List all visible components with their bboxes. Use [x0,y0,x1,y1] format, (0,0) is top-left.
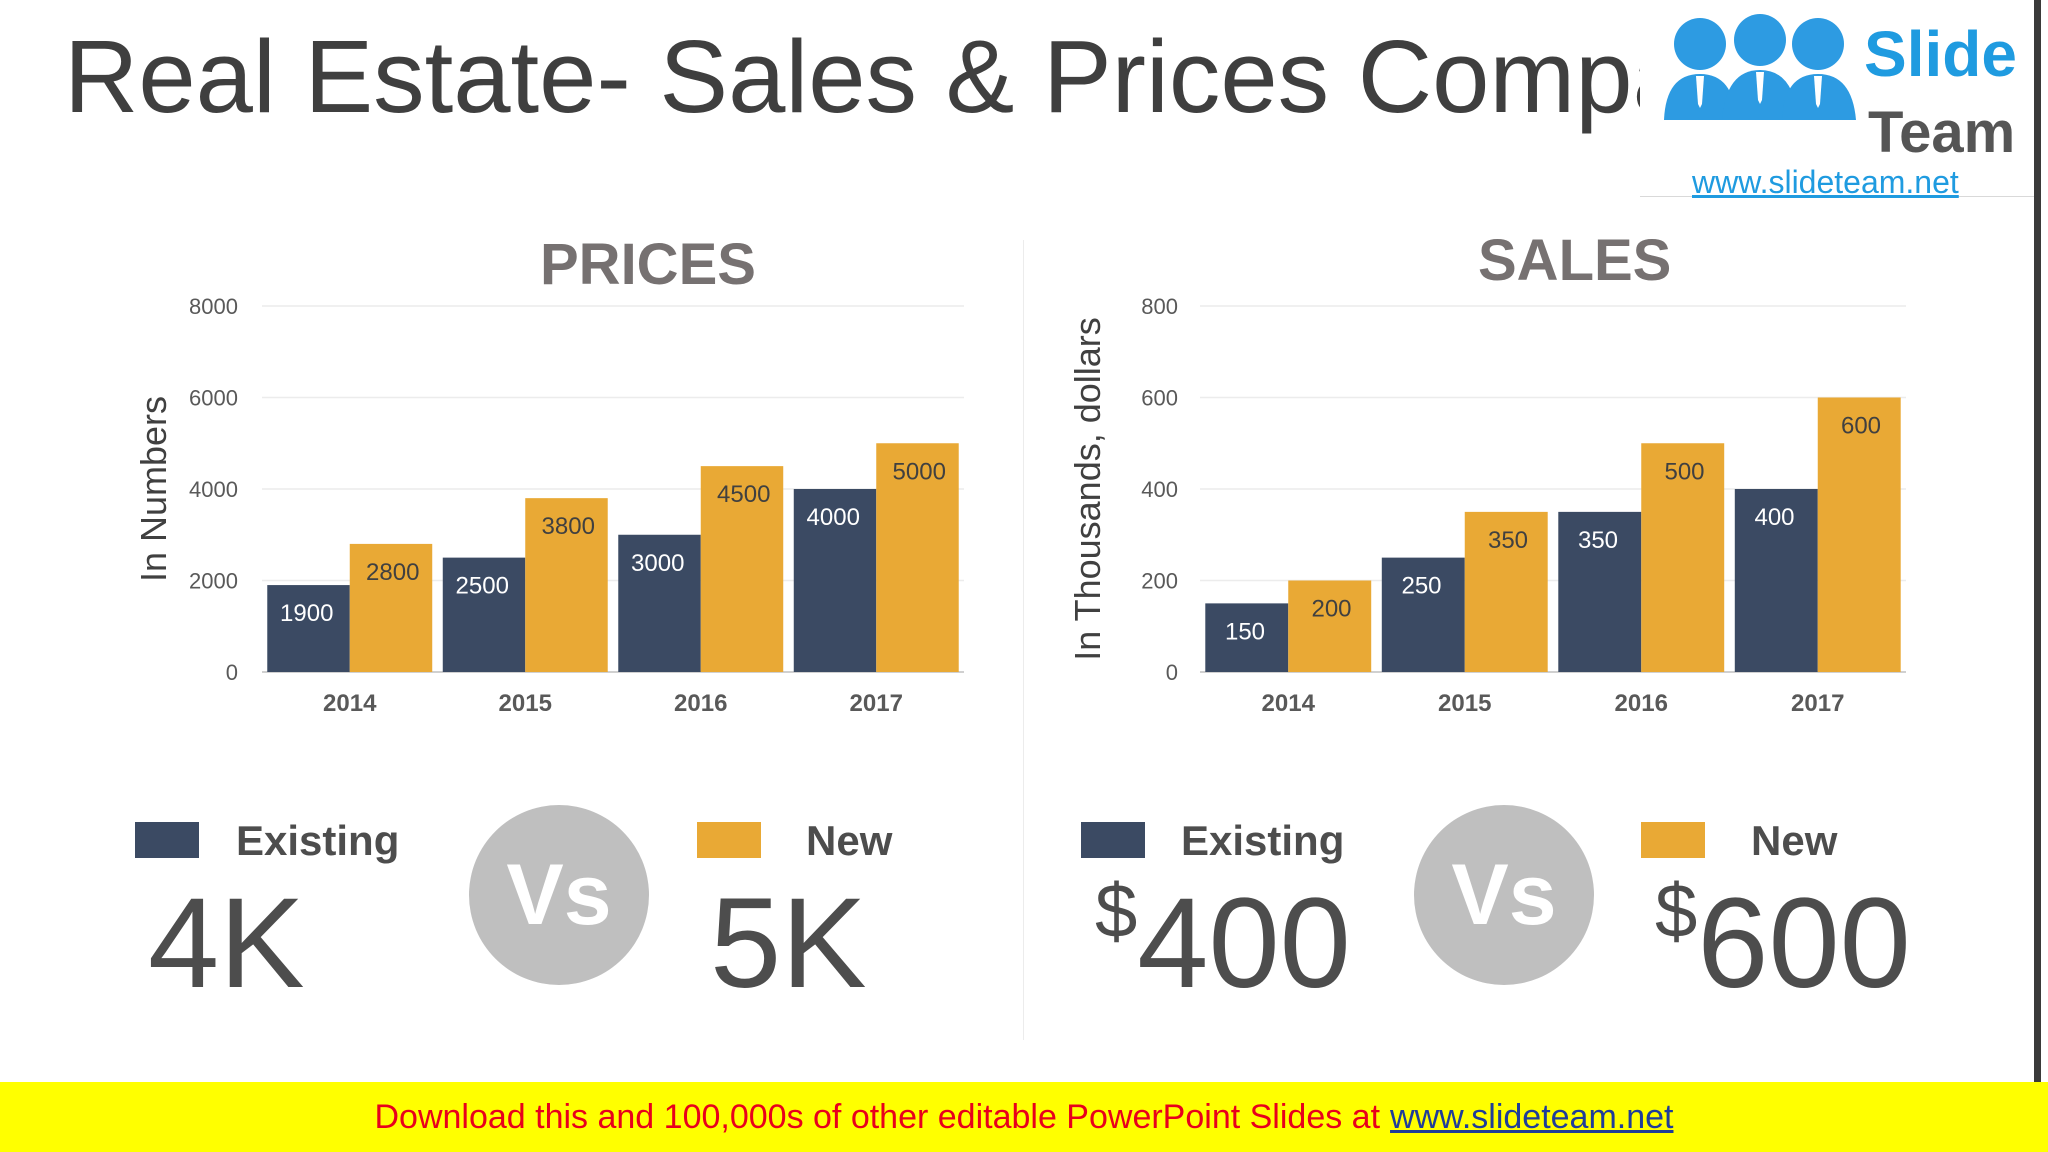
prices-x-tick-label: 2016 [674,690,727,717]
footer-link[interactable]: www.slideteam.net [1390,1097,1674,1136]
prices-data-label: 3000 [631,550,684,577]
sales-x-tick-label: 2016 [1615,690,1668,717]
prices-vs-badge: Vs [469,805,649,985]
sales-x-tick-label: 2014 [1262,690,1316,717]
sales-existing-currency: $ [1095,869,1138,954]
prices-y-tick-label: 6000 [189,386,238,411]
sales-x-tick-label: 2015 [1438,690,1491,717]
logo-url-link[interactable]: www.slideteam.net [1692,164,1959,200]
prices-legend-new-swatch [697,822,761,858]
sales-y-tick-label: 0 [1166,660,1178,685]
sales-y-axis-label: In Thousands, dollars [1067,317,1108,661]
sales-y-tick-label: 600 [1141,386,1178,411]
prices-legend-existing-label: Existing [236,817,400,864]
sales-data-label: 600 [1841,413,1881,440]
sales-data-label: 350 [1578,527,1618,554]
sales-new-currency: $ [1655,869,1698,954]
sales-legend-existing-label: Existing [1181,817,1345,864]
sales-bar-new [1464,511,1548,672]
sales-y-tick-label: 800 [1141,294,1178,319]
prices-y-tick-label: 8000 [189,294,238,319]
logo-word-team: Team [1868,100,2016,165]
sales-legend-new-swatch [1641,822,1705,858]
prices-data-label: 1900 [280,600,333,627]
sales-legend-new-label: New [1751,817,1838,864]
prices-bar-new [525,498,608,672]
sales-existing-value: 400 [1137,872,1351,1015]
download-footer-banner[interactable]: Download this and 100,000s of other edit… [0,1082,2048,1152]
prices-chart-title: PRICES [540,232,756,297]
prices-data-label: 2800 [366,559,419,586]
sales-existing-value-wrap: $400 [1095,874,1351,1008]
prices-data-label: 4000 [807,504,860,531]
sales-vs-badge: Vs [1414,805,1594,985]
sales-y-tick-label: 400 [1141,477,1178,502]
sales-data-label: 400 [1754,504,1794,531]
sales-bar-existing [1734,489,1818,672]
sales-y-tick-label: 200 [1141,569,1178,594]
prices-legend-existing-swatch [135,822,199,858]
prices-bar-new [700,466,784,672]
slideteam-logo[interactable]: Slide Team www.slideteam.net [1640,8,2038,200]
sales-bar-existing [1381,557,1465,672]
slide-title: Real Estate- Sales & Prices Comparison [64,19,1914,134]
prices-bar-new [876,443,959,672]
sales-bar-new [1817,397,1901,672]
footer-text: Download this and 100,000s of other edit… [374,1097,1381,1136]
prices-y-tick-label: 0 [226,660,238,685]
sales-data-label: 200 [1311,596,1351,623]
team-people-icon [1664,14,1856,120]
sales-x-tick-label: 2017 [1791,690,1844,717]
panel-divider [1023,240,1024,1040]
prices-bar-existing [793,489,877,672]
sales-new-value-wrap: $600 [1655,874,1911,1008]
prices-bar-existing [267,585,350,672]
sales-chart-title: SALES [1478,228,1672,293]
prices-bar-new [349,543,433,672]
prices-x-tick-label: 2014 [323,690,377,717]
prices-y-tick-label: 2000 [189,569,238,594]
logo-word-slide: Slide [1864,18,2017,90]
prices-data-label: 2500 [456,573,509,600]
prices-bar-existing [442,557,526,672]
sales-data-label: 150 [1225,618,1265,645]
prices-bar-existing [618,534,701,672]
sales-data-label: 500 [1664,458,1704,485]
sales-bar-existing [1205,603,1289,672]
sales-bar-new [1641,443,1725,672]
prices-x-tick-label: 2017 [850,690,903,717]
prices-existing-value: 4K [148,872,305,1015]
sales-legend-existing-swatch [1081,822,1145,858]
prices-data-label: 4500 [717,481,770,508]
right-edge-divider [2034,0,2041,1090]
prices-data-label: 5000 [893,458,946,485]
sales-new-value: 600 [1697,872,1911,1015]
sales-data-label: 350 [1488,527,1528,554]
sales-bar-new [1288,580,1372,672]
prices-data-label: 3800 [542,513,595,540]
prices-y-axis-label: In Numbers [133,396,174,582]
sales-data-label: 250 [1401,573,1441,600]
prices-x-tick-label: 2015 [499,690,552,717]
sales-bar-existing [1558,511,1642,672]
prices-new-value: 5K [710,872,867,1015]
prices-legend-new-label: New [806,817,893,864]
prices-y-tick-label: 4000 [189,477,238,502]
